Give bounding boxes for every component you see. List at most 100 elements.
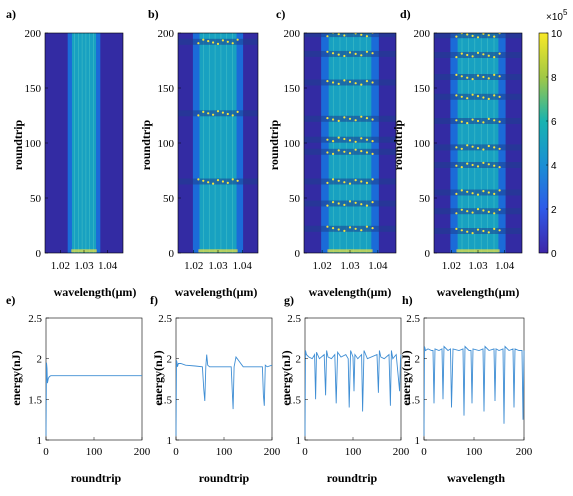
pulsation-peak-d <box>471 163 474 167</box>
pulsation-peak-c <box>343 203 346 206</box>
y-tick-label-h: 2.5 <box>406 313 420 325</box>
pulsation-peak-d <box>460 229 463 232</box>
y-tick-label-c: 0 <box>295 248 301 260</box>
pulsation-peak-c <box>348 80 352 83</box>
spectrum-core-band-a <box>71 33 97 253</box>
line-panel-f: f) energy(nJ) roundtrip 1 1.5 2 2.5 0 100 200 <box>150 293 281 485</box>
pulsation-peak-c <box>365 204 369 207</box>
plot-frame-f <box>175 317 273 441</box>
pulsation-peak-b <box>207 40 210 43</box>
pulsation-peak-c <box>348 139 352 142</box>
pulsation-peak-c <box>337 179 340 182</box>
pulsation-peak-c <box>326 80 329 83</box>
x-axis-label-b: wavelength(μm) <box>175 285 258 299</box>
heatmap-panel-d: d) roundtrip wavelength(μm) 0 50 100 150 200… <box>391 7 523 299</box>
line-panel-h: h) energy(nJ) wavelength 1 1.5 2 2.5 0 100 200 <box>399 293 533 485</box>
x-tick-label-d: 1.03 <box>468 260 488 272</box>
y-tick-label-a: 50 <box>30 193 42 205</box>
pulsation-peak-b <box>216 42 220 46</box>
pulsation-peak-b <box>236 110 239 113</box>
heatmap-ticks-b: 0 50 100 150 200 1.02 1.03 1.04 <box>158 28 253 272</box>
pulsation-peak-c <box>348 200 352 203</box>
line-content-g: 1 1.5 2 2.5 0 100 200 <box>287 313 410 458</box>
pulsation-peak-c <box>354 148 357 151</box>
pulsation-peak-d <box>482 190 485 193</box>
pulsation-peak-c <box>348 152 352 155</box>
heatmap-ticks-a: 0 50 100 150 200 1.02 1.03 1.04 <box>25 28 118 272</box>
pulsation-peak-c <box>365 151 369 154</box>
y-tick-label-d: 200 <box>414 28 431 40</box>
x-tick-label-b: 1.04 <box>233 260 253 272</box>
pulsation-peak-b <box>202 110 205 113</box>
pulsation-peak-d <box>487 191 490 194</box>
pulsation-peak-d <box>498 229 501 232</box>
x-tick-label-b: 1.03 <box>208 260 228 272</box>
pulsation-peak-d <box>471 192 474 195</box>
y-tick-label-e: 1 <box>37 435 43 447</box>
x-tick-label-g: 200 <box>393 446 410 458</box>
pulsation-peak-c <box>343 54 346 58</box>
pulsation-peak-c <box>365 35 369 38</box>
pulsation-band-b <box>178 178 258 185</box>
y-axis-label-b: roundtrip <box>139 119 153 170</box>
y-tick-label-b: 200 <box>158 28 175 40</box>
x-tick-label-c: 1.02 <box>312 260 331 272</box>
x-tick-label-a: 1.03 <box>74 260 94 272</box>
x-tick-label-h: 200 <box>516 446 533 458</box>
pulsation-peak-c <box>326 117 329 120</box>
pulsation-peak-c <box>348 117 352 120</box>
y-tick-label-g: 1 <box>296 435 302 447</box>
colorbar-tick-label: 2 <box>551 205 557 216</box>
pulsation-band-d <box>434 52 522 58</box>
pulsation-peak-d <box>460 189 463 192</box>
pulsation-peak-c <box>354 227 357 230</box>
line-content-h: 1 1.5 2 2.5 0 100 200 <box>406 313 533 458</box>
x-axis-label-c: wavelength(μm) <box>309 285 392 299</box>
x-tick-label-h: 100 <box>466 446 483 458</box>
y-axis-label-h: energy(nJ) <box>399 350 413 405</box>
pulsation-peak-d <box>498 147 501 150</box>
colorbar-scale-exponent: 5 <box>563 8 568 17</box>
colorbar-tick-label: 6 <box>551 117 557 128</box>
colorbar-scale-label: ×105 <box>546 8 568 23</box>
pulsation-peak-d <box>498 95 501 98</box>
colorbar-gradient <box>538 32 549 254</box>
panel-label-h: h) <box>402 293 413 307</box>
pulsation-peak-d <box>476 74 480 77</box>
pulsation-peak-d <box>455 212 458 215</box>
pulsation-peak-d <box>482 209 485 212</box>
pulsation-peak-c <box>331 52 335 55</box>
pulsation-peak-c <box>365 80 369 83</box>
pulsation-peak-d <box>455 227 458 230</box>
panel-label-g: g) <box>284 293 294 307</box>
spectrum-core-band-d <box>457 33 499 253</box>
pulsation-band-d <box>434 208 522 215</box>
pulsation-peak-d <box>471 34 474 38</box>
y-axis-label-g: energy(nJ) <box>279 350 293 405</box>
heatmap-ticks-c: 0 50 100 150 200 1.02 1.03 1.04 <box>284 28 389 272</box>
pulsation-peak-d <box>487 117 490 120</box>
y-axis-label-a: roundtrip <box>11 119 25 170</box>
heatmap-image-d <box>434 33 522 253</box>
pulsation-peak-c <box>343 150 346 153</box>
pulsation-peak-c <box>348 182 352 185</box>
x-axis-label-h: wavelength <box>447 471 505 485</box>
pulsation-peak-d <box>466 33 469 36</box>
pulsation-peak-d <box>455 94 458 97</box>
y-tick-label-h: 1 <box>415 435 421 447</box>
energy-series-line-e <box>45 362 142 436</box>
pulsation-peak-b <box>207 112 210 115</box>
panel-label-e: e) <box>6 293 15 307</box>
pulsation-peak-d <box>466 210 469 213</box>
y-tick-label-e: 1.5 <box>28 394 42 406</box>
pulsation-peak-d <box>493 73 496 76</box>
colorbar: ×105 0 2 4 6 8 10 <box>538 8 568 260</box>
y-tick-label-b: 100 <box>158 138 175 150</box>
pulsation-peak-d <box>460 147 463 150</box>
heatmap-panel-a: a) roundtrip wavelength(μm) 0 50 100 150 200… <box>6 7 136 299</box>
pulsation-peak-c <box>365 181 369 184</box>
pulsation-peak-b <box>197 42 200 45</box>
pulsation-peak-c <box>371 52 374 55</box>
pulsation-peak-c <box>337 33 340 36</box>
line-content-f: 1 1.5 2 2.5 0 100 200 <box>158 313 281 458</box>
